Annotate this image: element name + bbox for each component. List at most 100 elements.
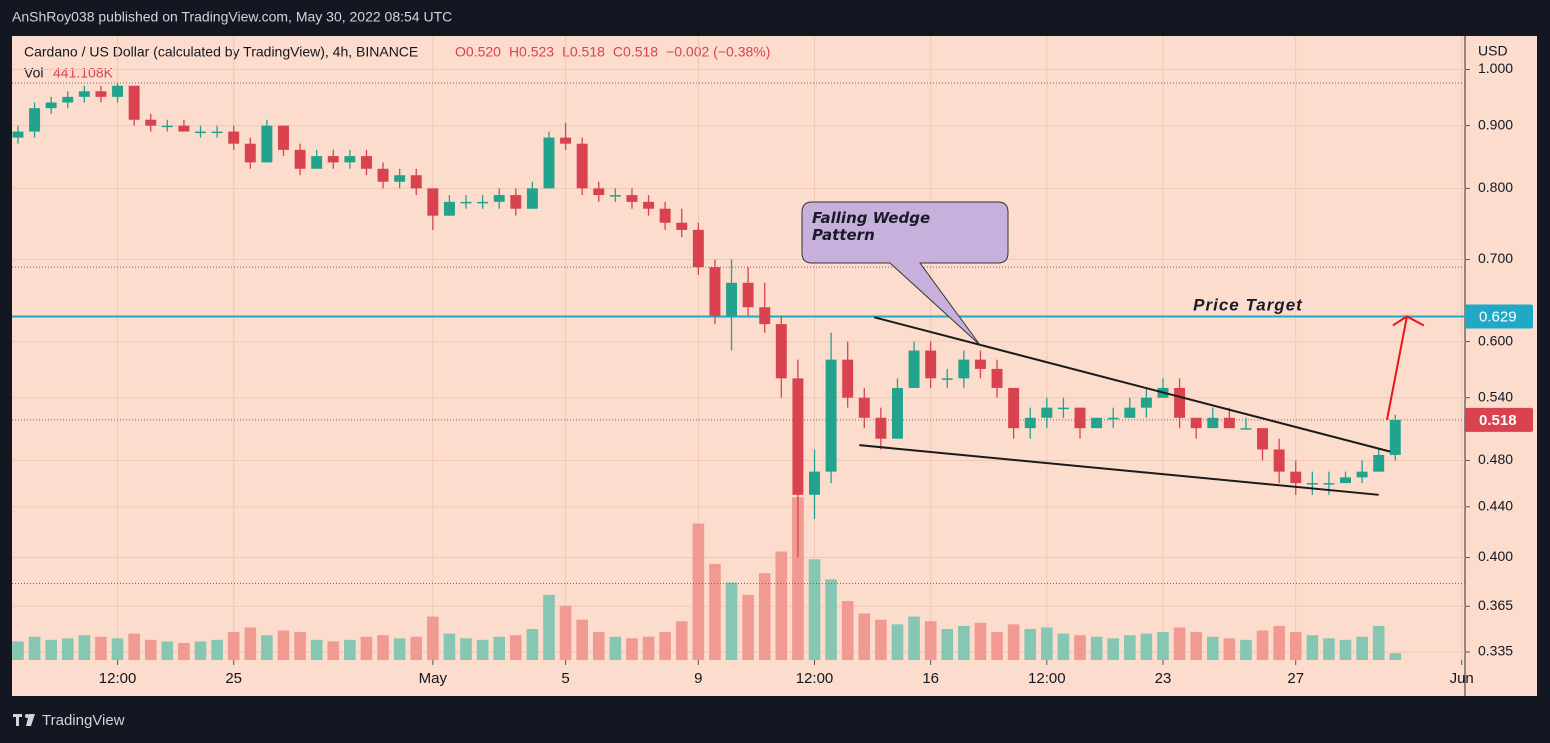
volume-bar — [841, 601, 854, 660]
volume-bar — [393, 638, 406, 660]
volume-bar — [1107, 638, 1120, 660]
wedge-line — [873, 316, 1391, 453]
volume-bar — [45, 639, 57, 660]
x-tick-label: 25 — [225, 670, 242, 687]
price-tag-label: 0.518 — [1479, 412, 1517, 429]
candle-body — [195, 131, 206, 134]
volume-bar — [1173, 627, 1186, 660]
candle-body — [659, 208, 671, 223]
candle-body — [1041, 407, 1053, 418]
candle-body — [709, 267, 721, 316]
wedge-line — [859, 444, 1379, 496]
volume-bar — [543, 594, 555, 660]
candle-body — [360, 156, 372, 169]
volume-bar — [1256, 630, 1269, 660]
volume-bar — [675, 621, 688, 660]
candle-body — [775, 324, 787, 379]
volume-bar — [61, 638, 74, 660]
volume-bar — [808, 559, 821, 660]
volume-bar — [891, 624, 904, 660]
candle-body — [742, 282, 754, 308]
candle-body — [460, 201, 472, 204]
candle-body — [1190, 417, 1202, 429]
volume-bar — [78, 635, 91, 660]
candle-body — [128, 85, 140, 120]
volume-bar — [12, 641, 24, 660]
volume-bar — [1007, 624, 1020, 660]
volume-bar — [1024, 629, 1037, 660]
volume-bar — [95, 636, 107, 660]
candle-body — [95, 91, 107, 97]
drawings-layer: Price Target — [801, 201, 1425, 496]
candle-body — [1008, 387, 1020, 429]
volume-bar — [775, 551, 788, 660]
volume-bar — [1090, 636, 1103, 660]
candle-body — [858, 397, 870, 418]
candle-body — [643, 201, 655, 209]
candle-body — [1373, 454, 1385, 472]
candle-body — [493, 195, 505, 202]
legend-close: C0.518 — [613, 44, 658, 60]
volume-bar — [194, 641, 207, 660]
volume-bar — [1057, 633, 1070, 660]
grid-layer — [12, 36, 1465, 660]
candle-body — [261, 125, 273, 163]
x-tick-label: 9 — [694, 670, 702, 687]
x-tick-label: 16 — [922, 670, 939, 687]
legend: Cardano / US Dollar (calculated by Tradi… — [24, 43, 1508, 81]
volume-bar — [709, 563, 721, 660]
volume-bar — [427, 616, 439, 660]
candle-body — [1074, 407, 1086, 429]
volume-bar — [792, 497, 804, 660]
volume-bar — [1140, 633, 1153, 660]
y-tick-label: 0.700 — [1478, 250, 1513, 266]
volume-bar — [1157, 632, 1169, 660]
volume-bar — [1041, 627, 1053, 660]
volume-bar — [692, 523, 705, 660]
candle-body — [576, 143, 588, 189]
candle-body — [941, 378, 953, 380]
candle-body — [510, 195, 522, 209]
volume-bar — [958, 625, 970, 660]
price-target-label: Price Target — [1193, 295, 1303, 314]
candle-body — [344, 156, 356, 163]
volume-bar — [1190, 632, 1202, 660]
candle-body — [1290, 471, 1302, 484]
volume-bar — [1339, 639, 1352, 660]
candle-body — [560, 137, 572, 144]
candle-body — [1340, 477, 1351, 484]
volume-bar — [1206, 636, 1219, 660]
brand-logo — [13, 714, 35, 726]
candle-body — [1024, 417, 1036, 429]
candle-body — [543, 137, 555, 189]
legend-low: L0.518 — [562, 44, 605, 60]
volume-bar — [974, 622, 987, 660]
candle-body — [62, 96, 74, 103]
volume-bar — [1289, 632, 1302, 660]
candle-body — [908, 350, 920, 388]
volume-bar — [875, 619, 887, 660]
candle-body — [925, 350, 937, 379]
candle-body — [1057, 407, 1069, 410]
candle-body — [1107, 417, 1119, 420]
volume-bar — [360, 636, 373, 660]
volume-bar — [244, 627, 257, 660]
candle-body — [294, 149, 306, 169]
y-tick-label: 0.540 — [1478, 388, 1513, 404]
volume-bar — [758, 573, 771, 660]
published-line: AnShRoy038 published on TradingView.com,… — [12, 9, 452, 25]
candle-body — [1323, 483, 1335, 485]
y-tick-label: 0.800 — [1478, 179, 1513, 195]
y-tick-label: 0.440 — [1478, 497, 1513, 513]
legend-volume: 441.108K — [53, 65, 114, 81]
volume-bar — [128, 633, 140, 660]
candle-body — [78, 91, 90, 97]
volume-bar — [609, 636, 622, 660]
callout-text: Falling Wedge Pattern — [812, 210, 931, 244]
candle-body — [593, 188, 605, 196]
volume-bar — [144, 639, 157, 660]
candle-body — [1124, 407, 1136, 418]
candle-body — [792, 378, 804, 495]
y-tick-label: 0.900 — [1478, 116, 1513, 132]
candle-body — [1306, 483, 1318, 485]
